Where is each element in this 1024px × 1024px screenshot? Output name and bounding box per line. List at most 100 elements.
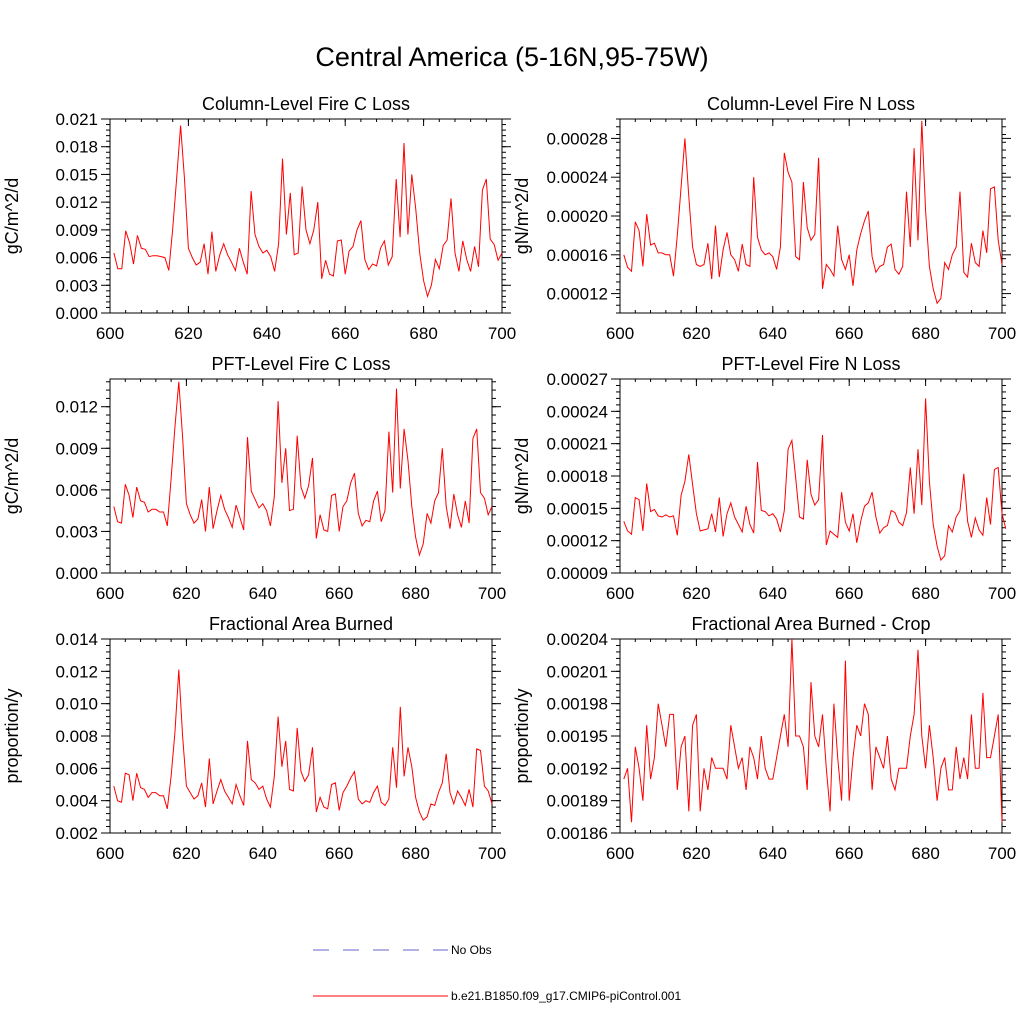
plot-frame (109, 378, 493, 574)
x-tick-label: 600 (606, 584, 634, 603)
y-tick-label: 0.00198 (547, 695, 608, 714)
x-tick-label: 600 (606, 324, 634, 343)
y-tick-label: 0.00189 (547, 792, 608, 811)
x-tick-label: 700 (488, 324, 516, 343)
x-tick-label: 660 (331, 324, 359, 343)
x-tick-label: 640 (759, 324, 787, 343)
x-tick-label: 660 (325, 844, 353, 863)
x-tick-label: 620 (682, 584, 710, 603)
panel-fractional-area-burned-crop: Fractional Area Burned - Crop proportion/… (512, 614, 1016, 863)
series-line (623, 120, 1003, 305)
x-tick-label: 660 (835, 584, 863, 603)
y-axis-label: gC/m^2/d (2, 438, 22, 514)
x-tick-label: 600 (96, 324, 124, 343)
y-tick-label: 0.003 (55, 522, 98, 541)
x-tick-label: 600 (96, 584, 124, 603)
y-tick-label: 0.003 (55, 276, 98, 295)
y-axis-label: proportion/y (2, 688, 22, 783)
y-tick-label: 0.00186 (547, 824, 608, 843)
panel-pft-fire-c-loss: PFT-Level Fire C Loss gC/m^2/d 600 620 640 66… (2, 354, 506, 603)
x-tick-label: 700 (478, 584, 506, 603)
x-tick-label: 660 (835, 324, 863, 343)
y-tick-label: 0.014 (55, 630, 98, 649)
y-tick-label: 0.021 (55, 110, 98, 129)
y-tick-label: 0.002 (55, 824, 98, 843)
panel-pft-fire-n-loss: PFT-Level Fire N Loss gN/m^2/d 600 620 640 66… (512, 354, 1016, 603)
figure-title: Central America (5-16N,95-75W) (315, 42, 709, 72)
y-tick-label: 0.00024 (547, 168, 608, 187)
y-tick-label: 0.00028 (547, 129, 608, 148)
y-tick-label: 0.00020 (547, 207, 608, 226)
y-tick-label: 0.006 (55, 759, 98, 778)
y-tick-label: 0.00016 (547, 246, 608, 265)
y-tick-label: 0.009 (55, 221, 98, 240)
plot-frame (619, 378, 1003, 574)
y-axis-label: gC/m^2/d (2, 178, 22, 254)
x-tick-label: 600 (606, 844, 634, 863)
panel-title: Column-Level Fire N Loss (707, 94, 915, 114)
x-tick-label: 700 (988, 324, 1016, 343)
series-line (113, 381, 493, 557)
y-tick-label: 0.004 (55, 792, 98, 811)
y-tick-label: 0.006 (55, 249, 98, 268)
x-tick-label: 660 (325, 584, 353, 603)
y-tick-label: 0.000 (55, 564, 98, 583)
y-tick-label: 0.00012 (547, 285, 608, 304)
y-tick-label: 0.00027 (547, 370, 608, 389)
panel-title: PFT-Level Fire N Loss (721, 354, 900, 374)
x-tick-label: 660 (835, 844, 863, 863)
y-axis-label: proportion/y (512, 688, 532, 783)
series-line (623, 638, 1003, 823)
y-tick-label: 0.00024 (547, 402, 608, 421)
y-tick-label: 0.015 (55, 165, 98, 184)
x-tick-label: 620 (172, 584, 200, 603)
series-line (113, 669, 493, 821)
x-tick-label: 680 (409, 324, 437, 343)
x-tick-label: 640 (249, 584, 277, 603)
y-tick-label: 0.006 (55, 481, 98, 500)
x-tick-label: 640 (759, 584, 787, 603)
panel-column-fire-n-loss: Column-Level Fire N Loss gN/m^2/d 600 620 64… (512, 94, 1016, 343)
series-line (623, 398, 1007, 562)
legend-no-obs-label: No Obs (451, 943, 492, 957)
x-tick-label: 620 (172, 844, 200, 863)
legend: No Obs b.e21.B1850.f09_g17.CMIP6-piContr… (313, 943, 681, 1003)
x-tick-label: 680 (911, 844, 939, 863)
x-tick-label: 680 (911, 324, 939, 343)
x-tick-label: 700 (478, 844, 506, 863)
y-tick-label: 0.008 (55, 727, 98, 746)
plot-frame (619, 638, 1003, 834)
y-tick-label: 0.00192 (547, 759, 608, 778)
x-tick-label: 620 (682, 324, 710, 343)
panel-title: Column-Level Fire C Loss (202, 94, 410, 114)
y-tick-label: 0.012 (55, 398, 98, 417)
panel-title: PFT-Level Fire C Loss (211, 354, 390, 374)
y-tick-label: 0.00018 (547, 467, 608, 486)
plot-frame (619, 118, 1003, 314)
y-axis-label: gN/m^2/d (512, 178, 532, 254)
y-tick-label: 0.00012 (547, 532, 608, 551)
panel-column-fire-c-loss: Column-Level Fire C Loss gC/m^2/d 600 620 64… (2, 94, 516, 343)
y-tick-label: 0.00009 (547, 564, 608, 583)
x-tick-label: 620 (174, 324, 202, 343)
legend-model-label: b.e21.B1850.f09_g17.CMIP6-piControl.001 (451, 989, 681, 1003)
x-tick-label: 680 (401, 844, 429, 863)
y-tick-label: 0.00015 (547, 499, 608, 518)
x-tick-label: 620 (682, 844, 710, 863)
y-tick-label: 0.012 (55, 662, 98, 681)
y-tick-label: 0.010 (55, 695, 98, 714)
y-tick-label: 0.018 (55, 138, 98, 157)
y-tick-label: 0.00021 (547, 435, 608, 454)
x-tick-label: 640 (253, 324, 281, 343)
y-axis-label: gN/m^2/d (512, 438, 532, 514)
x-tick-label: 700 (988, 844, 1016, 863)
panel-title: Fractional Area Burned - Crop (691, 614, 930, 634)
x-tick-label: 700 (988, 584, 1016, 603)
series-line (113, 125, 503, 299)
y-tick-label: 0.00204 (547, 630, 608, 649)
y-tick-label: 0.009 (55, 439, 98, 458)
plot-frame (109, 118, 503, 314)
x-tick-label: 640 (249, 844, 277, 863)
y-tick-label: 0.000 (55, 304, 98, 323)
